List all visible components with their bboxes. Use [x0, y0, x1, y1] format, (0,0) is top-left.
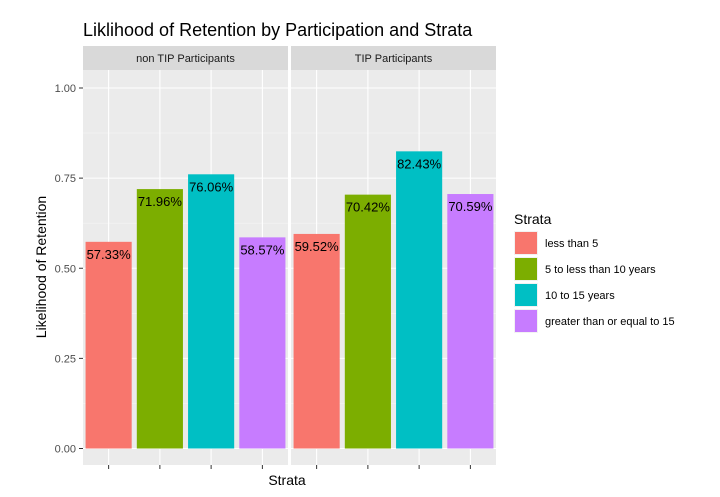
facet-strip — [83, 46, 288, 70]
data-label: 82.43% — [397, 156, 442, 171]
bar — [344, 194, 391, 449]
legend-label: less than 5 — [545, 238, 598, 250]
y-tick-label: 0.00 — [55, 444, 76, 456]
legend-label: greater than or equal to 15 — [545, 316, 675, 328]
data-label: 58.57% — [240, 242, 285, 257]
chart-title: Liklihood of Retention by Participation … — [83, 20, 473, 40]
legend-swatch — [515, 310, 537, 332]
legend-swatch — [515, 232, 537, 254]
data-label: 59.52% — [295, 239, 340, 254]
legend-swatch — [515, 258, 537, 280]
bar — [396, 151, 443, 449]
legend-label: 5 to less than 10 years — [545, 264, 656, 276]
y-tick-label: 0.75 — [55, 173, 76, 185]
facet-panel: TIP Participants 59.52% 70.42% 82.43% 70.59% — [291, 46, 496, 465]
facet-strip-label: TIP Participants — [355, 53, 433, 65]
data-label: 76.06% — [189, 179, 234, 194]
y-tick-label: 1.00 — [55, 83, 76, 95]
bar — [293, 233, 340, 449]
facet-panel: non TIP Participants 57.33% 71.96% 76.06% 58… — [83, 46, 288, 465]
data-label: 71.96% — [138, 194, 183, 209]
facet-strip-label: non TIP Participants — [136, 53, 235, 65]
y-tick-label: 0.25 — [55, 353, 76, 365]
legend-title: Strata — [514, 211, 552, 227]
facet-strip — [291, 46, 496, 70]
bar — [136, 189, 183, 449]
x-axis — [108, 465, 471, 469]
bar — [85, 241, 132, 449]
bar — [188, 174, 235, 449]
legend: Strata less than 5 5 to less than 10 year… — [514, 211, 675, 333]
y-axis-title: Likelihood of Retention — [33, 196, 49, 338]
bar — [239, 237, 286, 449]
y-axis: 0.00 0.25 0.50 0.75 1.00 — [55, 83, 83, 456]
data-label: 70.59% — [448, 199, 493, 214]
data-label: 57.33% — [87, 247, 132, 262]
data-label: 70.42% — [346, 200, 391, 215]
legend-swatch — [515, 284, 537, 306]
legend-label: 10 to 15 years — [545, 290, 615, 302]
x-axis-title: Strata — [268, 472, 306, 488]
y-tick-label: 0.50 — [55, 263, 76, 275]
bar — [447, 194, 494, 449]
facet-panels: non TIP Participants 57.33% 71.96% 76.06% 58… — [83, 46, 496, 465]
